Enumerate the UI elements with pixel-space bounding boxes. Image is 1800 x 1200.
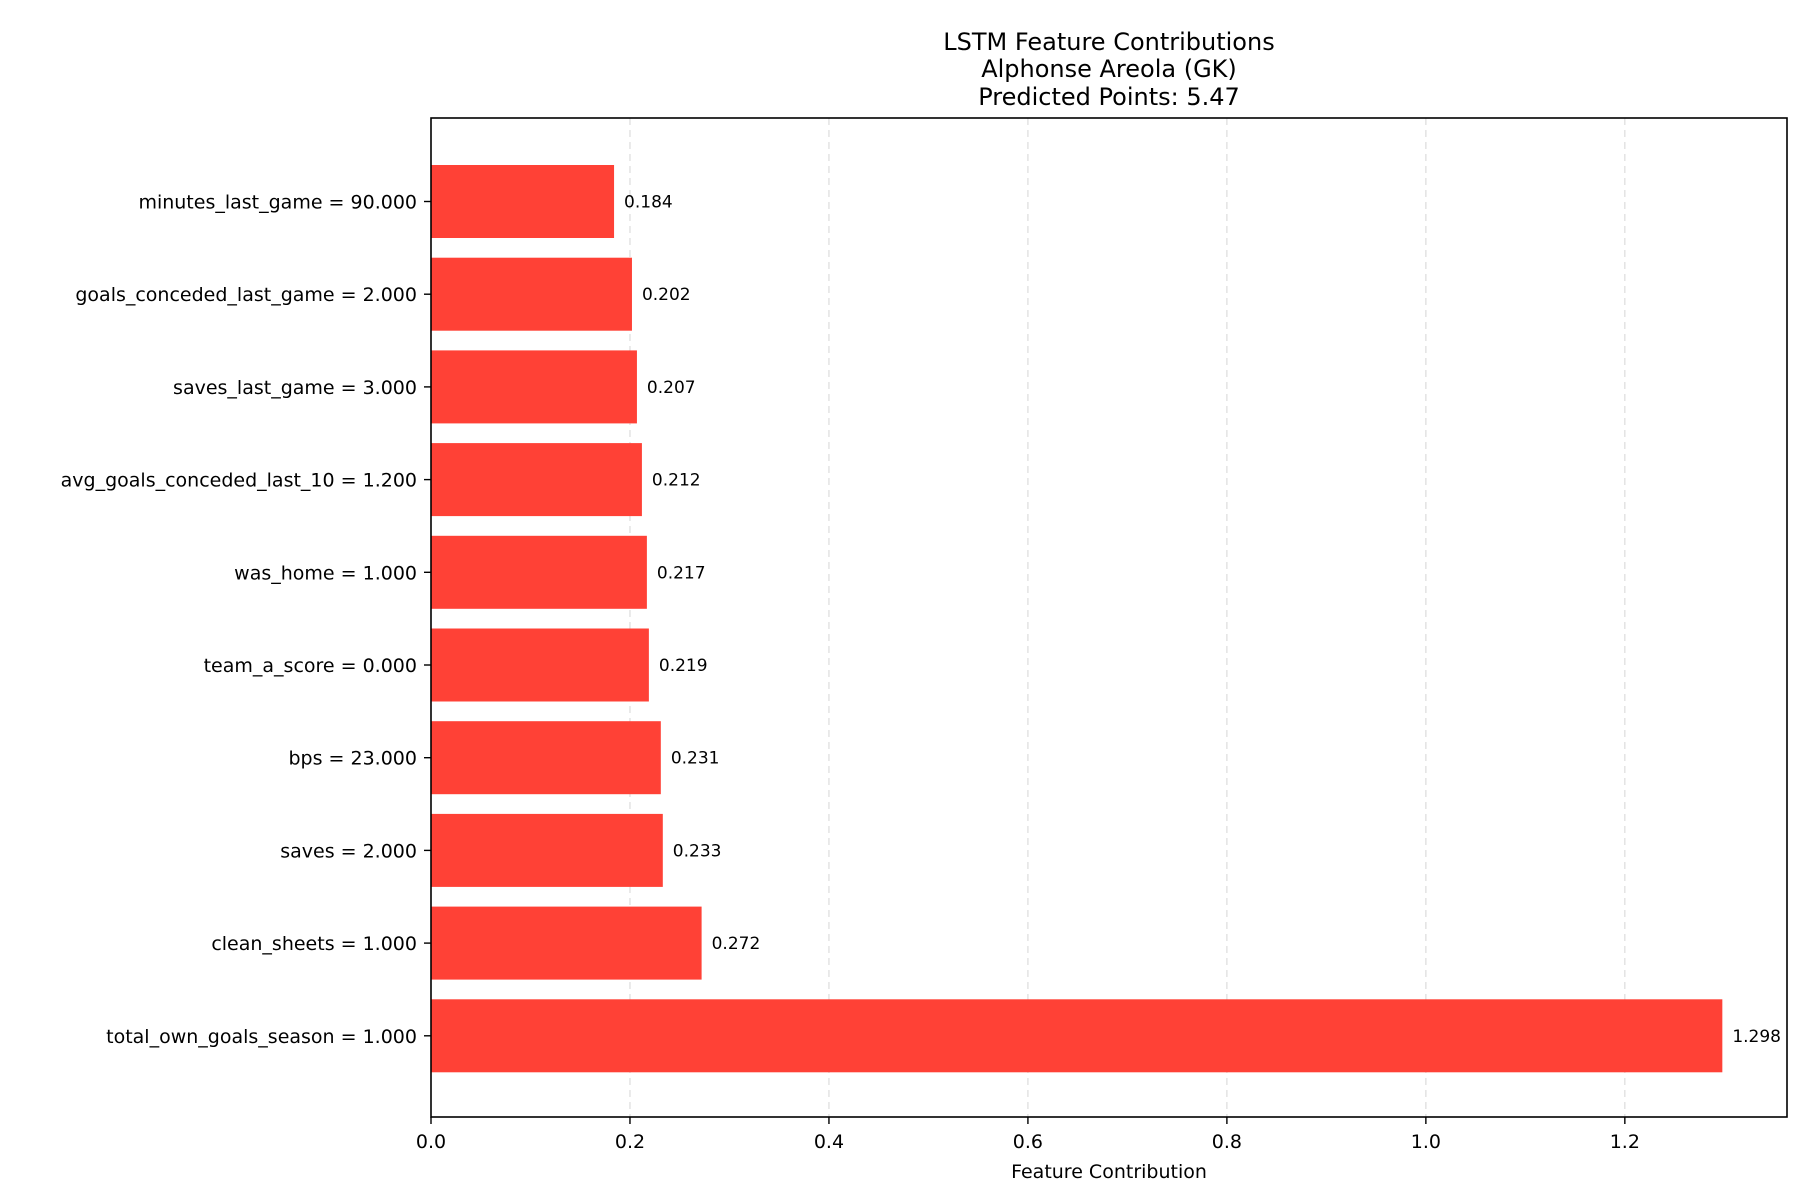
x-tick-label: 0.6 <box>1013 1131 1043 1153</box>
bar-value-label: 1.298 <box>1732 1027 1781 1047</box>
bar <box>431 813 663 887</box>
y-tick-label: goals_conceded_last_game = 2.000 <box>75 284 417 306</box>
plot-frame <box>430 117 1788 1118</box>
x-tick-label: 0.2 <box>615 1131 645 1153</box>
bar <box>431 906 702 980</box>
x-tick-label: 0.8 <box>1212 1131 1242 1153</box>
y-axis-ticks: minutes_last_game = 90.000 goals_conceded… <box>61 192 431 1048</box>
x-axis-ticks: 0.0 0.2 0.4 0.6 0.8 1.0 1.2 <box>416 1117 1640 1153</box>
bar-value-label: 0.217 <box>657 563 706 583</box>
y-tick-label: saves = 2.000 <box>280 840 417 862</box>
y-tick-label: saves_last_game = 3.000 <box>173 377 417 399</box>
bar <box>431 721 661 795</box>
bar-value-label: 0.233 <box>673 841 722 861</box>
x-axis-label: Feature Contribution <box>1011 1161 1207 1183</box>
y-tick-label: was_home = 1.000 <box>234 562 417 584</box>
bar <box>431 443 642 517</box>
bar-value-label: 0.231 <box>671 749 720 769</box>
bar <box>431 165 615 238</box>
bar-value-label: 0.219 <box>659 656 708 676</box>
bar <box>431 628 649 702</box>
bar-value-label: 0.207 <box>647 378 696 398</box>
bar-value-label: 0.212 <box>652 471 701 491</box>
y-tick-label: clean_sheets = 1.000 <box>211 933 417 955</box>
chart-title: LSTM Feature Contributions Alphonse Areo… <box>943 28 1274 111</box>
bar <box>431 535 647 609</box>
bar <box>431 350 637 424</box>
chart-title-line-1: LSTM Feature Contributions <box>943 28 1274 56</box>
bar <box>431 257 632 331</box>
y-tick-label: bps = 23.000 <box>288 748 417 770</box>
bar-value-labels: 0.184 0.202 0.207 0.212 0.217 0.219 0.231 0.233… <box>624 193 1781 1047</box>
chart-title-line-3: Predicted Points: 5.47 <box>978 83 1240 111</box>
bar-value-label: 0.202 <box>642 285 691 305</box>
y-tick-label: total_own_goals_season = 1.000 <box>106 1026 417 1048</box>
chart-title-line-2: Alphonse Areola (GK) <box>981 55 1237 83</box>
bar-value-label: 0.184 <box>624 193 673 213</box>
bar <box>431 999 1723 1073</box>
x-tick-label: 1.2 <box>1610 1131 1640 1153</box>
y-tick-label: avg_goals_conceded_last_10 = 1.200 <box>61 470 417 492</box>
x-tick-label: 0.0 <box>416 1131 446 1153</box>
y-tick-label: minutes_last_game = 90.000 <box>138 192 417 214</box>
y-tick-label: team_a_score = 0.000 <box>204 655 417 677</box>
bars <box>431 165 1723 1073</box>
x-tick-label: 0.4 <box>814 1131 844 1153</box>
x-tick-label: 1.0 <box>1411 1131 1441 1153</box>
bar-value-label: 0.272 <box>712 934 761 954</box>
